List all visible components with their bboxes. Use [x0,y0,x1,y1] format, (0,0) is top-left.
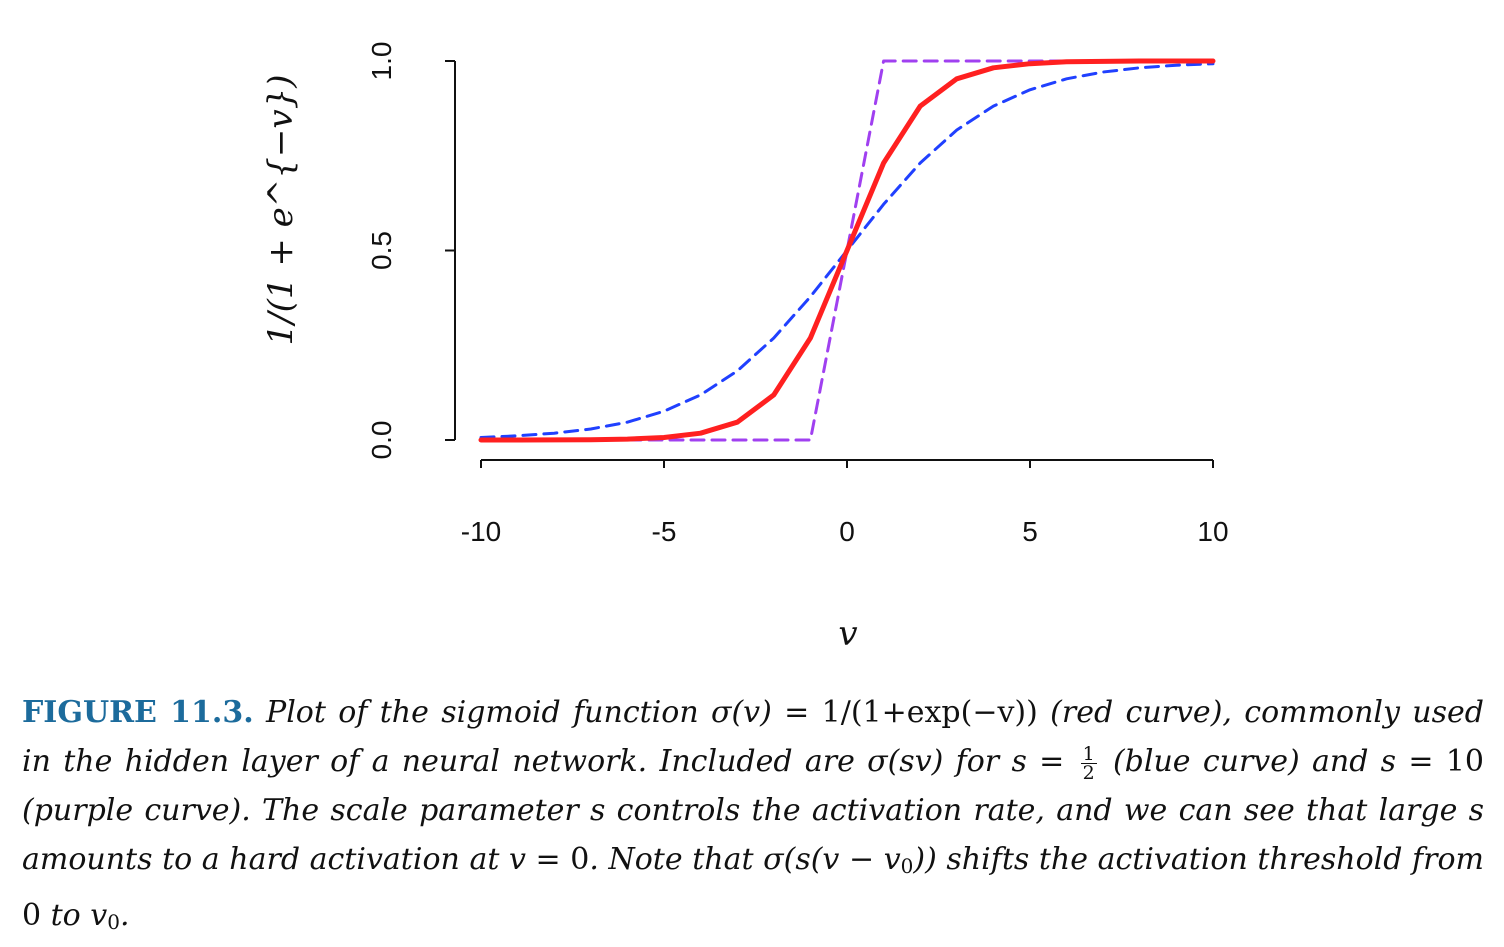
caption-subscript-2: 0 [107,910,120,934]
caption-text-3: (blue curve) and s = [1100,744,1446,779]
axis-labels: v 1/(1 + e^{−v}) [261,75,858,654]
x-tick-label: -5 [652,516,677,547]
x-tick-label: -10 [461,516,501,547]
y-axis-label: 1/(1 + e^{−v}) [261,75,301,346]
fraction-numerator: 1 [1080,742,1097,765]
x-tick-label: 0 [839,516,855,547]
caption-text-2: (red curve), commonly used in the hidden… [22,695,1484,779]
y-tick-label: 1.0 [366,42,397,81]
figure-label: FIGURE 11.3. [22,695,254,730]
x-axis-label: v [838,614,857,654]
axes: -10 -5 0 5 10 0.0 0.5 1.0 [366,42,1229,547]
caption-number-10: 10 [1445,744,1484,779]
caption-text-7: to v [41,898,108,933]
series-line [478,58,1216,443]
caption-number-threshold: 0 [22,898,42,933]
figure-caption: FIGURE 11.3. Plot of the sigmoid functio… [22,688,1484,947]
x-tick-label: 10 [1197,516,1228,547]
caption-text-5: . Note that σ(s(v − v [589,842,901,877]
y-tick-label: 0.0 [366,421,397,460]
caption-math-1: 1/(1+exp(−v)) [821,695,1038,730]
caption-text-8: . [119,898,130,933]
caption-text-4: (purple curve). The scale parameter s co… [22,793,1484,877]
caption-text-1: Plot of the sigmoid function σ(v) = [266,695,822,730]
caption-text-6: )) shifts the activation threshold from [913,842,1484,877]
caption-number-0: 0 [570,842,590,877]
fraction-denominator: 2 [1082,761,1095,784]
x-tick-label: 5 [1022,516,1038,547]
caption-subscript-1: 0 [900,854,914,878]
curves [478,58,1216,443]
sigmoid-chart: -10 -5 0 5 10 0.0 0.5 1.0 v 1/(1 + e^{−v}) [261,42,1229,654]
y-tick-label: 0.5 [366,231,397,270]
